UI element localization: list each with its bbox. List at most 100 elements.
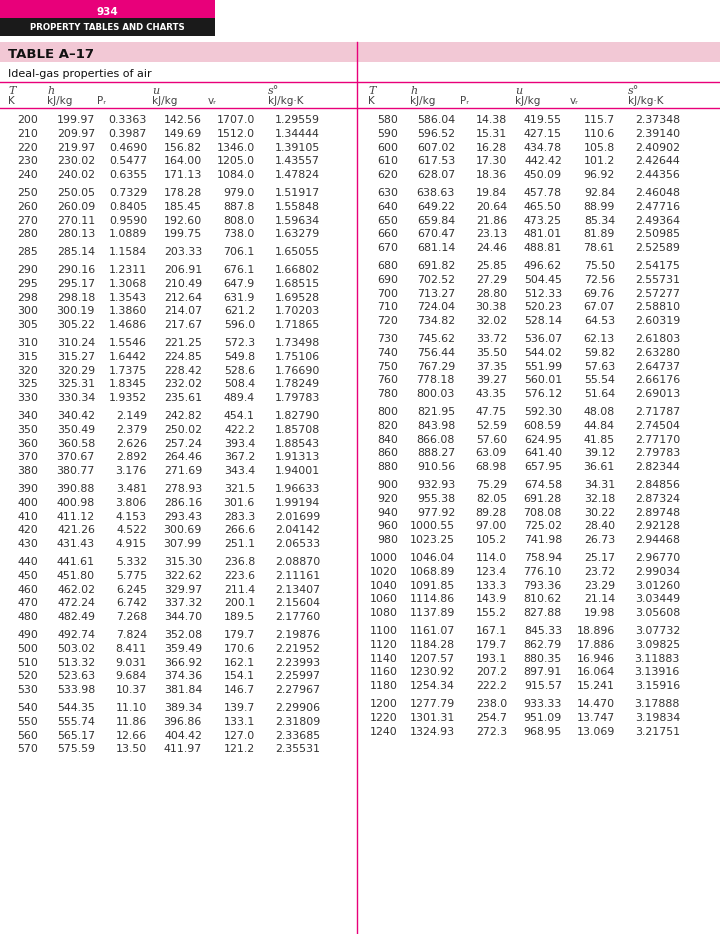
Text: 730: 730 — [377, 334, 398, 344]
Text: 310.24: 310.24 — [57, 338, 95, 348]
Text: 2.01699: 2.01699 — [275, 512, 320, 521]
Text: 3.21751: 3.21751 — [635, 727, 680, 737]
Text: 257.24: 257.24 — [164, 439, 202, 448]
Text: 30.22: 30.22 — [584, 507, 615, 517]
Text: 78.61: 78.61 — [584, 243, 615, 253]
Text: 1.9352: 1.9352 — [109, 393, 147, 403]
Text: 14.470: 14.470 — [577, 699, 615, 709]
Text: 440: 440 — [17, 557, 38, 567]
Text: 2.47716: 2.47716 — [635, 202, 680, 212]
Text: 3.17888: 3.17888 — [634, 699, 680, 709]
Text: 977.92: 977.92 — [417, 507, 455, 517]
Text: 840: 840 — [377, 434, 398, 445]
Text: 600: 600 — [377, 143, 398, 152]
Text: PROPERTY TABLES AND CHARTS: PROPERTY TABLES AND CHARTS — [30, 22, 184, 32]
Text: 223.6: 223.6 — [224, 571, 255, 581]
Text: 92.84: 92.84 — [584, 188, 615, 198]
Text: 171.13: 171.13 — [163, 170, 202, 180]
Text: 280: 280 — [17, 230, 38, 239]
Text: 2.77170: 2.77170 — [635, 434, 680, 445]
Text: 232.02: 232.02 — [164, 379, 202, 389]
Text: 162.1: 162.1 — [224, 658, 255, 668]
Text: 2.31809: 2.31809 — [275, 716, 320, 727]
Text: 32.18: 32.18 — [584, 494, 615, 503]
Text: 504.45: 504.45 — [524, 275, 562, 285]
Text: 530: 530 — [17, 686, 38, 695]
Text: 955.38: 955.38 — [417, 494, 455, 503]
Text: 3.481: 3.481 — [116, 484, 147, 494]
Text: 472.24: 472.24 — [57, 599, 95, 608]
Text: 590: 590 — [377, 129, 398, 139]
Text: 30.38: 30.38 — [476, 303, 507, 312]
Text: 350.49: 350.49 — [57, 425, 95, 435]
Text: 641.40: 641.40 — [524, 448, 562, 459]
Text: 1301.31: 1301.31 — [410, 713, 455, 723]
Text: 800: 800 — [377, 407, 398, 417]
Text: 572.3: 572.3 — [224, 338, 255, 348]
Text: 154.1: 154.1 — [224, 672, 255, 682]
Text: 1.4686: 1.4686 — [109, 320, 147, 331]
Text: 488.81: 488.81 — [523, 243, 562, 253]
Text: 750: 750 — [377, 361, 398, 372]
Text: 360.58: 360.58 — [57, 439, 95, 448]
Text: 75.29: 75.29 — [476, 480, 507, 490]
Text: 1.96633: 1.96633 — [274, 484, 320, 494]
Text: 1.43557: 1.43557 — [275, 156, 320, 166]
Text: 1.6442: 1.6442 — [109, 352, 147, 361]
Text: 621.2: 621.2 — [224, 306, 255, 317]
Text: 431.43: 431.43 — [57, 539, 95, 549]
Text: 2.29906: 2.29906 — [275, 703, 320, 713]
Text: 240: 240 — [17, 170, 38, 180]
Text: 2.64737: 2.64737 — [635, 361, 680, 372]
Text: 2.54175: 2.54175 — [635, 261, 680, 271]
Text: 3.01260: 3.01260 — [635, 581, 680, 590]
Text: 210: 210 — [17, 129, 38, 139]
Text: 55.54: 55.54 — [584, 375, 615, 386]
Text: 2.82344: 2.82344 — [635, 462, 680, 473]
Text: K: K — [368, 96, 374, 106]
Text: 454.1: 454.1 — [224, 411, 255, 421]
Text: 193.1: 193.1 — [476, 654, 507, 663]
Text: 57.63: 57.63 — [584, 361, 615, 372]
Text: 1137.89: 1137.89 — [410, 608, 455, 618]
Text: 370.67: 370.67 — [57, 452, 95, 462]
Text: 298.18: 298.18 — [57, 292, 95, 303]
Text: 2.149: 2.149 — [116, 411, 147, 421]
Text: 305.22: 305.22 — [57, 320, 95, 331]
Text: 1.47824: 1.47824 — [275, 170, 320, 180]
Text: 2.87324: 2.87324 — [635, 494, 680, 503]
Text: 745.62: 745.62 — [417, 334, 455, 344]
Text: 19.84: 19.84 — [476, 188, 507, 198]
Text: 2.52589: 2.52589 — [635, 243, 680, 253]
Bar — [0, 18, 215, 36]
Text: 827.88: 827.88 — [523, 608, 562, 618]
Text: 13.50: 13.50 — [116, 744, 147, 755]
Text: 34.31: 34.31 — [584, 480, 615, 490]
Text: 778.18: 778.18 — [417, 375, 455, 386]
Text: 480: 480 — [17, 612, 38, 622]
Text: 960: 960 — [377, 521, 398, 531]
Text: 280.13: 280.13 — [57, 230, 95, 239]
Text: 105.2: 105.2 — [476, 535, 507, 545]
Text: 1.55848: 1.55848 — [275, 202, 320, 212]
Text: 2.66176: 2.66176 — [635, 375, 680, 386]
Text: 1707.0: 1707.0 — [217, 115, 255, 125]
Text: T: T — [368, 86, 375, 96]
Text: kJ/kg: kJ/kg — [410, 96, 436, 106]
Text: 2.84856: 2.84856 — [635, 480, 680, 490]
Text: 880.35: 880.35 — [523, 654, 562, 663]
Text: 1220: 1220 — [370, 713, 398, 723]
Text: 11.86: 11.86 — [116, 716, 147, 727]
Text: 283.3: 283.3 — [224, 512, 255, 521]
Text: 1160: 1160 — [370, 668, 398, 677]
Text: 250.05: 250.05 — [57, 188, 95, 198]
Text: 235.61: 235.61 — [164, 393, 202, 403]
Text: 1.63279: 1.63279 — [275, 230, 320, 239]
Text: 523.63: 523.63 — [57, 672, 95, 682]
Text: 473.25: 473.25 — [524, 216, 562, 226]
Text: 457.78: 457.78 — [524, 188, 562, 198]
Text: 1.94001: 1.94001 — [275, 466, 320, 476]
Text: 254.7: 254.7 — [476, 713, 507, 723]
Text: 565.17: 565.17 — [57, 730, 95, 741]
Text: 23.72: 23.72 — [584, 567, 615, 577]
